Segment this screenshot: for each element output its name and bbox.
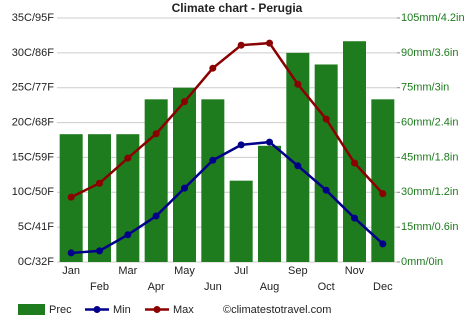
x-tick-label: Nov — [345, 265, 365, 277]
bar — [286, 52, 310, 262]
y-tick-label: 20C/68F — [12, 116, 54, 128]
line — [70, 41, 384, 199]
x-tick-label: Jul — [234, 265, 248, 277]
bar — [116, 134, 140, 262]
x-tick-label: Dec — [373, 281, 393, 293]
point — [181, 98, 188, 106]
point — [237, 41, 245, 49]
point — [294, 162, 302, 170]
point — [379, 240, 387, 248]
point — [351, 159, 358, 167]
point — [322, 186, 330, 194]
legend-label: Prec — [49, 304, 72, 316]
y2-tick-label: 45mm/1.8in — [401, 151, 458, 163]
point — [209, 156, 217, 164]
legend-label: Max — [173, 304, 194, 316]
point — [294, 80, 302, 88]
x-tick-label: Aug — [260, 281, 280, 293]
point — [96, 247, 103, 255]
point — [379, 190, 387, 198]
y-tick-label: 35C/95F — [12, 12, 54, 24]
bar — [229, 180, 253, 262]
y-tick-label: 0C/32F — [18, 256, 54, 268]
line — [71, 140, 384, 255]
source: ©climatestotravel.com — [223, 304, 331, 316]
y-tick-label: 30C/86F — [12, 47, 54, 59]
y-tick-label: 15C/59F — [12, 151, 54, 163]
y2-tick-label: 30mm/1.2in — [401, 186, 458, 198]
bar — [201, 99, 225, 262]
y2-tick-label: 60mm/2.4in — [401, 116, 458, 128]
point — [152, 130, 160, 138]
point — [322, 115, 330, 123]
bar — [88, 134, 111, 262]
point — [266, 138, 273, 146]
x-tick-label: Apr — [148, 281, 165, 293]
point — [209, 64, 217, 72]
point — [67, 249, 75, 257]
bar — [371, 99, 395, 262]
legend-label: Min — [113, 304, 131, 316]
x-tick-label: Mar — [118, 265, 137, 277]
y2-tick-label: 15mm/0.6in — [401, 221, 458, 233]
bar — [258, 145, 281, 262]
point — [152, 212, 160, 220]
point — [181, 184, 188, 192]
legend-swatch — [93, 306, 101, 313]
point — [96, 179, 103, 187]
x-tick-label: Oct — [318, 281, 335, 293]
point — [67, 193, 75, 201]
point — [351, 214, 358, 222]
y2-tick-label: 105mm/4.2in — [401, 12, 465, 24]
legend-swatch — [153, 306, 161, 313]
y-tick-label: 5C/41F — [18, 221, 54, 233]
y2-tick-label: 0mm/0in — [401, 256, 443, 268]
point — [124, 231, 132, 239]
legend-swatch — [18, 304, 45, 315]
x-tick-label: Feb — [90, 281, 109, 293]
y-tick-label: 10C/50F — [12, 186, 54, 198]
point — [124, 154, 132, 162]
y2-tick-label: 75mm/3in — [401, 82, 449, 94]
bar — [314, 64, 338, 262]
bar — [343, 41, 366, 262]
chart-title: Climate chart - Perugia — [172, 1, 303, 15]
point — [266, 39, 273, 47]
x-tick-label: May — [174, 265, 195, 277]
bar — [173, 87, 196, 262]
y-tick-label: 25C/77F — [12, 82, 54, 94]
y2-tick-label: 90mm/3.6in — [401, 47, 458, 59]
x-tick-label: Jan — [62, 265, 80, 277]
x-tick-label: Jun — [204, 281, 222, 293]
x-tick-label: Sep — [288, 265, 308, 277]
point — [237, 141, 245, 149]
